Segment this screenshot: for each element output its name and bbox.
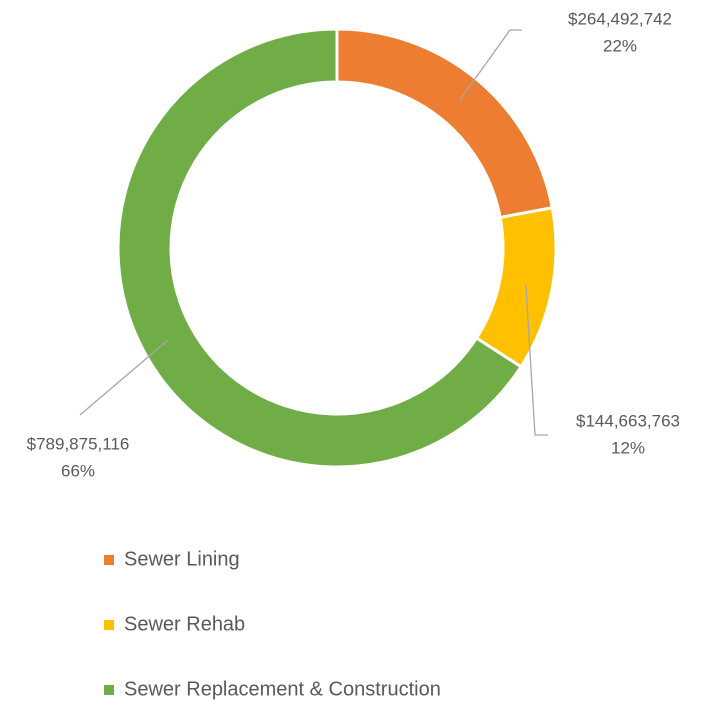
data-label: $264,492,742 [568,9,672,28]
leader-line [459,29,522,101]
leader-line [525,285,548,436]
legend-marker [104,685,114,695]
legend-marker [104,555,114,565]
percent-label: 12% [611,438,645,457]
legend-label: Sewer Lining [124,548,240,570]
legend-label: Sewer Rehab [124,613,245,635]
leader-line [79,339,169,416]
percent-label: 66% [61,461,95,480]
data-label: $789,875,116 [27,434,130,453]
donut-slice [474,206,558,369]
donut-slice [116,27,524,469]
data-label: $144,663,763 [576,411,680,430]
legend-label: Sewer Replacement & Construction [124,678,441,700]
legend-marker [104,620,114,630]
donut-slice [335,27,555,220]
percent-label: 22% [603,36,637,55]
